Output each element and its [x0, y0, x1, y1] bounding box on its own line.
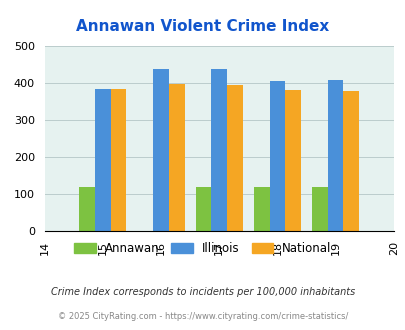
Text: Crime Index corresponds to incidents per 100,000 inhabitants: Crime Index corresponds to incidents per… — [51, 287, 354, 297]
Bar — [153, 70, 168, 231]
Text: Annawan Violent Crime Index: Annawan Violent Crime Index — [76, 19, 329, 34]
Bar — [111, 89, 126, 231]
Bar — [269, 81, 285, 231]
Bar — [253, 187, 269, 231]
Bar — [226, 85, 242, 231]
Bar — [95, 89, 111, 231]
Bar — [211, 69, 226, 231]
Text: © 2025 CityRating.com - https://www.cityrating.com/crime-statistics/: © 2025 CityRating.com - https://www.city… — [58, 312, 347, 321]
Legend: Annawan, Illinois, National: Annawan, Illinois, National — [69, 237, 336, 260]
Bar — [343, 90, 358, 231]
Bar — [168, 84, 184, 231]
Bar — [327, 80, 343, 231]
Bar — [195, 187, 211, 231]
Bar — [311, 187, 327, 231]
Bar — [285, 90, 300, 231]
Bar — [79, 187, 95, 231]
